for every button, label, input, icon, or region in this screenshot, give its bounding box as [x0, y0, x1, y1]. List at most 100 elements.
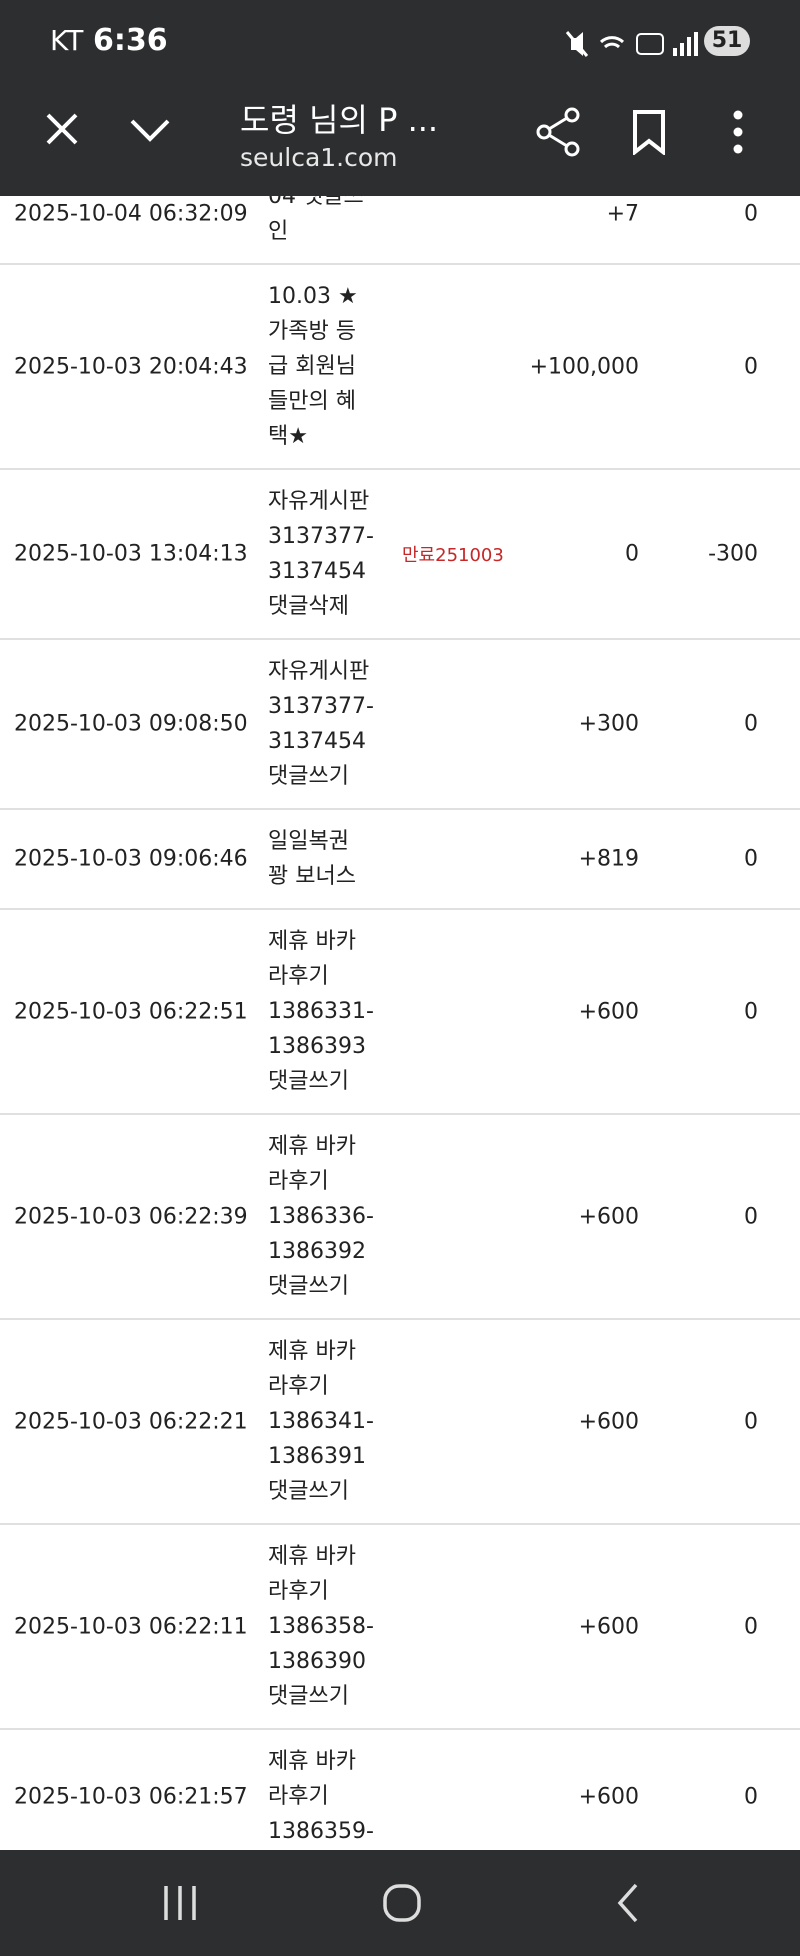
points-used: 0: [744, 1784, 758, 1809]
description-line: 자유게시판: [268, 659, 370, 684]
description-line: 댓글쓰기: [268, 1274, 349, 1299]
date: 2025-10-03 06:22:39: [14, 1204, 248, 1229]
history-row: 2025-10-03 09:06:46 일일복권 꽝 보너스 +819 0: [0, 810, 800, 910]
description-line: 1386393: [268, 1034, 366, 1059]
date: 2025-10-03 06:22:11: [14, 1614, 248, 1639]
points-earned: +600: [578, 1409, 639, 1434]
expiry-tag: 만료251003: [402, 545, 504, 566]
history-row: 2025-10-03 13:04:13 자유게시판 3137377- 3137454 댓…: [0, 470, 800, 640]
page-url: seulca1.com: [240, 143, 398, 172]
description-line: 10.03 ★: [268, 284, 358, 309]
page-title: 도령 님의 P ...: [240, 101, 439, 139]
description-line: 3137377-: [268, 524, 374, 549]
description-line: 1386391: [268, 1444, 366, 1469]
points-used: 0: [744, 1614, 758, 1639]
date: 2025-10-03 09:08:50: [14, 711, 248, 737]
description-line: 택★: [268, 424, 308, 449]
status-icons: [565, 31, 698, 57]
battery: 51: [704, 26, 750, 56]
description-line: 댓글쓰기: [268, 1479, 349, 1504]
points-earned: +600: [578, 1204, 639, 1229]
points-earned: +600: [578, 1614, 639, 1639]
description-line: 제휴 바카: [268, 929, 356, 954]
carrier: KT: [50, 24, 84, 57]
description-line: 라후기: [268, 964, 329, 989]
description-line: 3137454: [268, 559, 366, 584]
more-button[interactable]: [728, 109, 748, 155]
description-line: 제휴 바카: [268, 1134, 356, 1159]
points-used: 0: [744, 1409, 758, 1434]
description: 자유게시판 3137377- 3137454 댓글쓰기: [268, 654, 800, 794]
date: 2025-10-03 09:06:46: [14, 846, 248, 872]
collapse-button[interactable]: [128, 117, 172, 143]
bookmark-button[interactable]: [632, 109, 666, 155]
history-row: 2025-10-04 06:32:09 04 댓글쓰 인 +7 0: [0, 196, 800, 265]
points-used: 0: [744, 999, 758, 1024]
points-used: 0: [744, 711, 758, 737]
points-used: 0: [744, 1204, 758, 1229]
date: 2025-10-03 06:22:51: [14, 999, 248, 1024]
description-line: 04 댓글쓰: [268, 196, 364, 209]
description-line: 라후기: [268, 1374, 329, 1399]
description-line: 라후기: [268, 1784, 329, 1809]
points-used: -300: [708, 541, 758, 567]
back-button[interactable]: [617, 1883, 638, 1923]
history-row: 2025-10-03 06:22:21 제휴 바카 라후기 1386341- 13863…: [0, 1320, 800, 1525]
description: 제휴 바카 라후기 1386331- 1386393 댓글쓰기: [268, 924, 800, 1099]
points-used: 0: [744, 201, 758, 227]
description-line: 1386359-: [268, 1819, 374, 1844]
description-line: 댓글삭제: [268, 594, 349, 619]
description-line: 1386341-: [268, 1409, 374, 1434]
description: 자유게시판 3137377- 3137454 댓글삭제: [268, 484, 800, 624]
points-used: 0: [744, 354, 758, 379]
share-button[interactable]: [536, 107, 582, 157]
date: 2025-10-03 06:22:21: [14, 1409, 248, 1434]
clock: 6:36: [93, 23, 168, 58]
description-line: 1386390: [268, 1649, 366, 1674]
description-line: 1386392: [268, 1239, 366, 1264]
points-earned: +600: [578, 1784, 639, 1809]
points-earned: 0: [625, 541, 639, 567]
history-row: 2025-10-03 09:08:50 자유게시판 3137377- 3137454 댓…: [0, 640, 800, 810]
description-line: 일일복권: [268, 829, 349, 854]
description-line: 라후기: [268, 1579, 329, 1604]
date: 2025-10-04 06:32:09: [14, 201, 248, 227]
points-earned: +300: [578, 711, 639, 737]
description-line: 라후기: [268, 1169, 329, 1194]
app-bar: 도령 님의 P ... seulca1.com: [0, 81, 800, 196]
description-line: 제휴 바카: [268, 1544, 356, 1569]
description-line: 댓글쓰기: [268, 764, 349, 789]
description: 제휴 바카 라후기 1386341- 1386391 댓글쓰기: [268, 1334, 800, 1509]
points-earned: +100,000: [529, 354, 639, 379]
points-earned: +7: [606, 201, 639, 227]
nav-bar: [0, 1850, 800, 1956]
points-earned: +819: [578, 846, 639, 872]
home-button[interactable]: [383, 1884, 421, 1922]
description-line: 인: [268, 219, 289, 244]
date: 2025-10-03 06:21:57: [14, 1784, 248, 1809]
description-line: 제휴 바카: [268, 1749, 356, 1774]
description-line: 급 회원님: [268, 354, 356, 379]
description-line: 자유게시판: [268, 489, 370, 514]
status-bar: KT 6:36 51: [0, 0, 800, 81]
history-row: 2025-10-03 06:22:51 제휴 바카 라후기 1386331- 13863…: [0, 910, 800, 1115]
close-button[interactable]: [44, 111, 80, 147]
description-line: 3137454: [268, 729, 366, 754]
date: 2025-10-03 20:04:43: [14, 354, 248, 379]
recent-apps[interactable]: [164, 1886, 196, 1920]
description-line: 1386358-: [268, 1614, 374, 1639]
description-line: 1386336-: [268, 1204, 374, 1229]
description-line: 댓글쓰기: [268, 1069, 349, 1094]
date: 2025-10-03 13:04:13: [14, 541, 248, 567]
nav-buttons: [164, 1883, 638, 1923]
description-line: 꽝 보너스: [268, 864, 356, 889]
